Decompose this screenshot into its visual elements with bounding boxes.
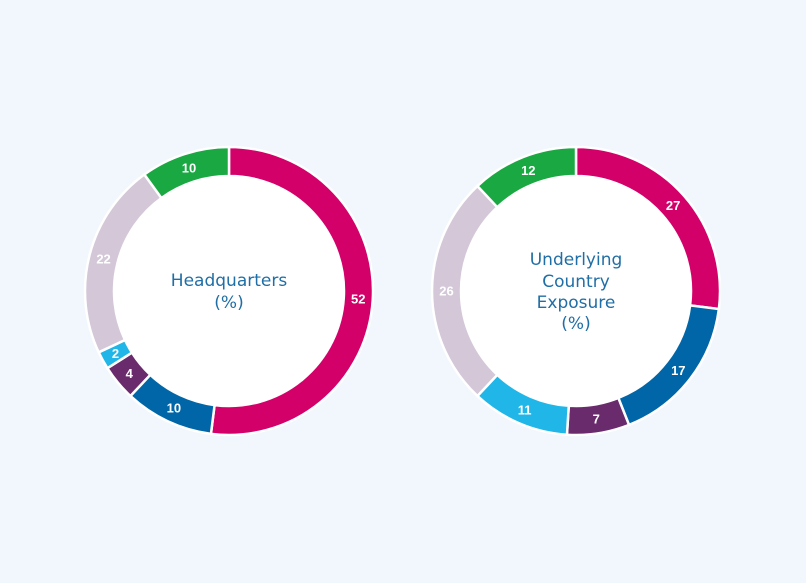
slice-label-1-3: 4 — [126, 366, 134, 381]
donut-slice-1-6 — [142, 145, 231, 200]
chart-title-line-1-2: (%) — [214, 293, 243, 313]
donut-center-disc — [461, 176, 691, 406]
slice-label-2-6: 12 — [521, 163, 535, 178]
slice-label-2-4: 11 — [518, 402, 532, 417]
slice-label-1-5: 22 — [96, 251, 110, 266]
slice-label-1-1: 52 — [351, 292, 365, 307]
slice-label-2-2: 17 — [671, 363, 685, 378]
chart-title-line-2-2: Country — [542, 272, 610, 292]
donut-slice-2-6 — [475, 145, 578, 209]
chart-title-line-2-3: Exposure — [537, 293, 616, 313]
slice-label-2-5: 26 — [439, 284, 453, 299]
slice-label-1-4: 2 — [112, 346, 119, 361]
slice-label-2-3: 7 — [593, 411, 600, 426]
slice-label-1-6: 10 — [182, 160, 196, 175]
chart-title-line-2-4: (%) — [561, 314, 590, 334]
chart-title-line-1-1: Headquarters — [171, 271, 288, 291]
donut-slice-1-1 — [209, 145, 375, 437]
chart-title-line-2-1: Underlying — [530, 250, 623, 270]
donut-center-disc — [114, 176, 344, 406]
slice-label-1-2: 10 — [167, 401, 181, 416]
slice-label-2-1: 27 — [666, 198, 680, 213]
